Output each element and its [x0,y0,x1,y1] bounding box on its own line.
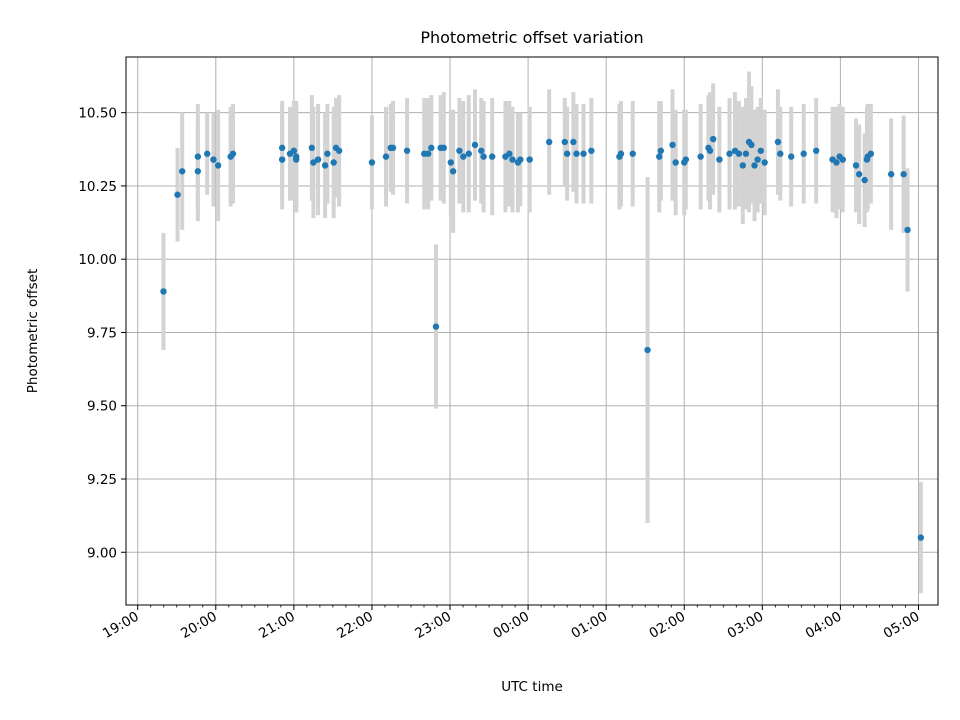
data-point [314,156,322,163]
data-point [179,168,186,175]
x-axis-label: UTC time [501,679,563,695]
data-point [324,150,331,157]
data-point [488,153,496,160]
data-point [887,171,895,178]
plot-frame [125,56,939,606]
data-points [160,135,925,541]
data-point [478,147,485,154]
data-point [861,176,868,184]
y-tick-label: 10.00 [78,252,117,268]
data-point [321,162,329,169]
data-point [293,153,300,160]
data-point [308,144,316,152]
y-tick-label: 9.25 [87,472,117,488]
data-point [588,147,595,154]
data-point [742,150,750,157]
y-tick-label: 10.25 [78,179,117,195]
data-point [563,150,571,157]
data-point [335,147,343,154]
data-point [517,156,524,163]
data-point [709,135,717,143]
data-point [570,138,577,146]
data-point [852,162,860,169]
data-point [509,156,516,163]
data-point [561,138,568,146]
data-point [617,150,625,157]
data-point [644,346,651,354]
data-point [833,159,840,166]
y-tick-label: 10.50 [78,106,117,122]
data-point [440,144,447,152]
data-point [757,147,764,154]
data-point [777,150,784,157]
data-point [813,147,820,154]
data-point [456,147,463,154]
data-point [774,138,782,146]
data-point [290,147,298,154]
data-point [432,323,440,330]
y-tick-label: 9.75 [87,325,117,341]
data-point [204,150,211,157]
data-point [726,150,733,157]
data-point [656,153,663,160]
data-point [800,150,807,157]
y-axis-ticks: 9.00 9.25 9.50 9.75 10.00 10.25 10.50 [78,106,126,561]
y-tick-label: 9.00 [87,545,117,561]
data-point [739,162,747,169]
data-point [424,150,432,157]
data-point [657,147,665,154]
data-point [669,141,676,149]
data-point [672,159,679,166]
data-point [465,150,472,157]
data-point [788,153,795,160]
data-point [160,288,167,295]
data-point [471,141,479,149]
data-point [214,162,222,169]
data-point [917,534,925,541]
data-point [867,150,875,157]
data-point [748,141,755,149]
data-point [855,171,863,178]
data-point [573,150,580,157]
y-axis-label: Photometric offset [25,269,41,393]
data-point [754,156,761,163]
data-point [229,150,237,157]
data-point [460,153,467,160]
data-point [904,226,911,234]
data-point [368,159,376,166]
data-point [706,147,714,154]
data-point [761,159,768,166]
data-point [735,150,743,157]
data-point [449,168,457,175]
data-point [194,168,202,175]
data-point [389,144,397,152]
data-point [428,144,435,152]
data-point [751,162,758,169]
data-point [580,150,587,157]
data-point [682,156,690,163]
data-point [697,153,704,160]
data-point [194,153,202,160]
chart-title: Photometric offset variation [420,28,643,47]
data-point [480,153,487,160]
data-point [382,153,390,160]
data-point [278,144,286,152]
data-point [526,156,533,163]
data-point [403,147,411,154]
y-tick-label: 9.50 [87,399,117,415]
data-point [545,138,553,146]
data-point [278,156,286,163]
data-point [629,150,636,157]
data-point [716,156,723,163]
data-point [447,159,454,166]
data-point [839,156,846,163]
data-point [310,159,317,166]
data-point [174,191,181,198]
data-point [506,150,513,157]
data-point [210,156,217,163]
data-point [330,159,337,166]
data-point [900,171,907,178]
